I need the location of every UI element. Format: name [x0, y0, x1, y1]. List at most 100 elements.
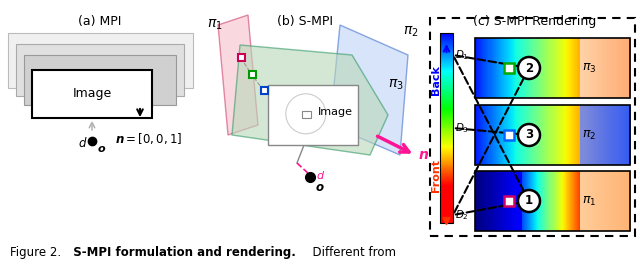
Bar [440, 146, 453, 147]
Bar [440, 216, 453, 217]
Circle shape [518, 124, 540, 146]
Bar [548, 38, 550, 98]
Bar [440, 37, 453, 39]
Bar [479, 105, 481, 165]
Bar [594, 38, 595, 98]
Bar [475, 171, 477, 231]
Bar [528, 105, 529, 165]
Bar [543, 171, 545, 231]
Bar [621, 105, 622, 165]
Bar [568, 38, 570, 98]
Bar [618, 38, 619, 98]
Bar [607, 171, 609, 231]
Bar [440, 80, 453, 81]
Bar [604, 171, 605, 231]
Bar [440, 122, 453, 123]
Bar [440, 57, 453, 59]
Bar [538, 38, 540, 98]
Text: (b) S-MPI: (b) S-MPI [277, 15, 333, 28]
Bar [515, 171, 517, 231]
Bar [440, 88, 453, 89]
Bar [484, 105, 486, 165]
Bar [518, 171, 520, 231]
Bar [536, 38, 538, 98]
Bar [607, 38, 609, 98]
Bar [440, 91, 453, 93]
Bar [501, 105, 502, 165]
Bar [593, 171, 595, 231]
Bar [595, 38, 596, 98]
Bar [510, 38, 511, 98]
Bar [572, 171, 573, 231]
Bar [440, 48, 453, 49]
Bar [440, 85, 453, 86]
Bar [440, 66, 453, 67]
Bar [495, 38, 497, 98]
Bar [609, 38, 611, 98]
Bar [268, 85, 358, 145]
Bar [504, 196, 514, 206]
Bar [440, 141, 453, 142]
Bar [440, 165, 453, 167]
Bar [545, 105, 547, 165]
Bar [561, 171, 563, 231]
Bar [624, 38, 625, 98]
Text: $\pi_3$: $\pi_3$ [388, 78, 404, 92]
Text: $\pi_2$: $\pi_2$ [582, 129, 596, 141]
Text: $\pi_1$: $\pi_1$ [582, 194, 596, 207]
Bar [529, 105, 531, 165]
Bar [550, 38, 552, 98]
Bar [501, 171, 502, 231]
Bar [440, 47, 453, 48]
Bar [535, 105, 536, 165]
Bar [440, 192, 453, 194]
Bar [506, 38, 508, 98]
Bar [440, 194, 453, 195]
Bar [440, 200, 453, 201]
Bar [440, 52, 453, 54]
Bar [520, 38, 522, 98]
Bar [440, 108, 453, 109]
Bar [440, 116, 453, 118]
Bar [440, 214, 453, 215]
Bar [547, 105, 549, 165]
Bar [625, 171, 627, 231]
Bar [440, 127, 453, 128]
Bar [594, 171, 595, 231]
Bar [577, 38, 579, 98]
Text: Image: Image [72, 88, 111, 100]
Bar [522, 171, 523, 231]
Bar [440, 35, 453, 37]
Bar [490, 38, 491, 98]
Bar [552, 105, 553, 165]
Bar [586, 105, 587, 165]
Bar [492, 38, 493, 98]
Bar [511, 171, 513, 231]
Bar [571, 105, 573, 165]
Bar [482, 171, 484, 231]
Bar [440, 101, 453, 102]
Bar [440, 149, 453, 151]
Text: $d$: $d$ [316, 169, 325, 181]
Bar [552, 105, 554, 165]
Bar [493, 171, 494, 231]
Bar [24, 55, 176, 105]
Bar [611, 105, 613, 165]
Bar [587, 171, 588, 231]
Bar [525, 171, 526, 231]
Bar [440, 70, 453, 72]
Bar [547, 38, 549, 98]
Bar [440, 195, 453, 196]
Bar [555, 38, 556, 98]
Bar [532, 105, 533, 165]
Bar [562, 171, 563, 231]
Bar [530, 38, 531, 98]
Bar [502, 105, 504, 165]
Bar [543, 38, 545, 98]
Bar [440, 113, 453, 115]
Bar [440, 177, 453, 178]
Bar [488, 171, 489, 231]
Bar [627, 105, 628, 165]
Bar [580, 38, 582, 98]
Bar [557, 105, 558, 165]
